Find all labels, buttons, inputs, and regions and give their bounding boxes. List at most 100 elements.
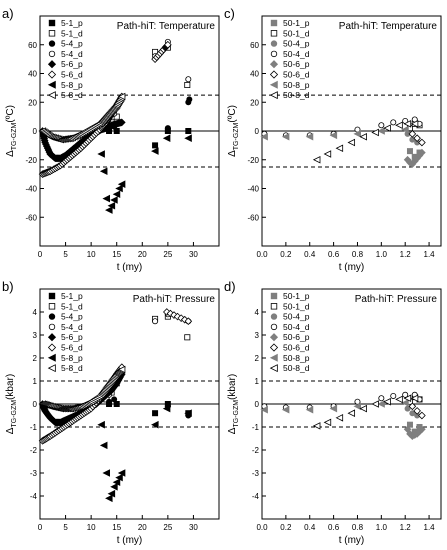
data-point [118,118,126,127]
y-tick-label: 3 [255,331,260,340]
series-50-6_d [408,130,426,147]
data-point [323,418,332,427]
x-tick-label: 0.4 [304,250,316,259]
y-tick-label: -4 [30,492,38,501]
y-tick-label: -4 [252,492,260,501]
y-axis-label-unit: (kbar) [227,374,238,400]
legend-label: 5-4_p [61,312,83,322]
y-tick-label: 0 [255,127,260,136]
legend-marker [270,50,278,58]
x-axis-label: t (my) [339,262,365,273]
legend-marker [270,30,278,37]
legend-marker [269,333,279,342]
data-point [408,402,417,411]
data-point [107,489,116,498]
legend-label: 5-6_p [61,59,83,69]
legend-marker [269,353,278,362]
data-point [305,132,314,141]
data-point [403,394,412,403]
data-point [112,190,121,199]
x-tick-label: 20 [138,250,147,259]
legend-label: 50-6_d [283,343,310,353]
legend-label: 50-4_p [283,39,310,49]
legend-label: 5-1_p [61,291,83,301]
data-point [401,399,409,407]
data-point [402,391,409,398]
data-point [383,397,391,406]
data-point [97,150,105,158]
data-point [401,125,409,134]
y-tick-label: 4 [255,308,260,317]
x-axis-label: t (my) [117,535,143,546]
legend-marker [47,60,57,69]
data-point [151,147,159,155]
y-tick-label: 4 [33,308,38,317]
data-point [329,404,338,413]
legend-label: 50-4_d [283,322,310,332]
series-50-8_p [260,399,409,414]
data-point [395,121,403,130]
data-point [185,76,192,83]
series-5-8_p [97,134,192,214]
data-point [102,469,111,477]
legend-marker [269,80,278,89]
y-axis-label: ΔTG-GZM(kbar) [5,374,18,434]
data-point [410,120,419,128]
x-tick-label: 1.0 [376,523,388,532]
x-tick-label: 5 [63,523,68,532]
y-tick-label: -2 [30,446,38,455]
data-point [403,120,412,128]
series-5-8_d [38,92,126,144]
data-point [406,421,413,428]
legend-marker [48,323,56,331]
y-axis-label-unit: (ºC) [5,105,16,123]
chart-title: Path-hiT: Pressure [355,294,438,305]
legend-label: 5-8_d [61,90,83,100]
x-tick-label: 1.2 [400,250,412,259]
series-5-1_d [103,44,191,132]
data-point [117,180,126,188]
y-axis-label-subscript: TG-GZM [11,400,18,428]
legend-label: 50-1_p [283,18,310,28]
x-tick-label: 25 [163,250,172,259]
series-50-8_p [260,125,409,141]
x-tick-label: 0.0 [256,523,268,532]
series-50-8_d [312,120,419,164]
y-axis-label-delta: Δ [227,427,238,434]
data-point [281,132,290,141]
data-point [260,405,268,414]
data-point [390,392,397,399]
y-tick-label: 20 [250,98,259,107]
x-tick-label: 25 [163,523,172,532]
data-point [99,441,108,450]
data-point [99,167,108,176]
x-axis-label: t (my) [339,535,365,546]
legend-marker [47,343,57,352]
data-point [112,478,121,486]
y-axis-label-unit: (kbar) [5,374,16,400]
y-tick-label: 0 [33,400,38,409]
x-tick-label: 0.2 [280,250,292,259]
data-point [335,414,344,422]
panel-label: c) [224,6,235,21]
x-tick-label: 30 [189,250,198,259]
legend-label: 50-8_d [283,90,310,100]
legend-marker [270,313,278,320]
x-tick-label: 5 [63,250,68,259]
legend-marker [48,40,56,47]
data-point [115,184,123,193]
data-point [117,92,126,101]
series-5-8_d [38,365,126,413]
legend-label: 50-6_p [283,59,310,69]
legend-marker [269,70,279,79]
legend-label: 5-4_d [61,322,83,332]
data-point [323,150,332,158]
legend-label: 5-8_d [61,363,83,373]
x-tick-label: 0.8 [352,523,364,532]
x-tick-label: 1.4 [424,250,436,259]
legend-marker [269,60,279,69]
legend-label: 50-1_d [283,28,310,38]
legend-label: 50-4_d [283,49,310,59]
data-point [347,409,356,417]
series-5-4_d [106,38,192,127]
